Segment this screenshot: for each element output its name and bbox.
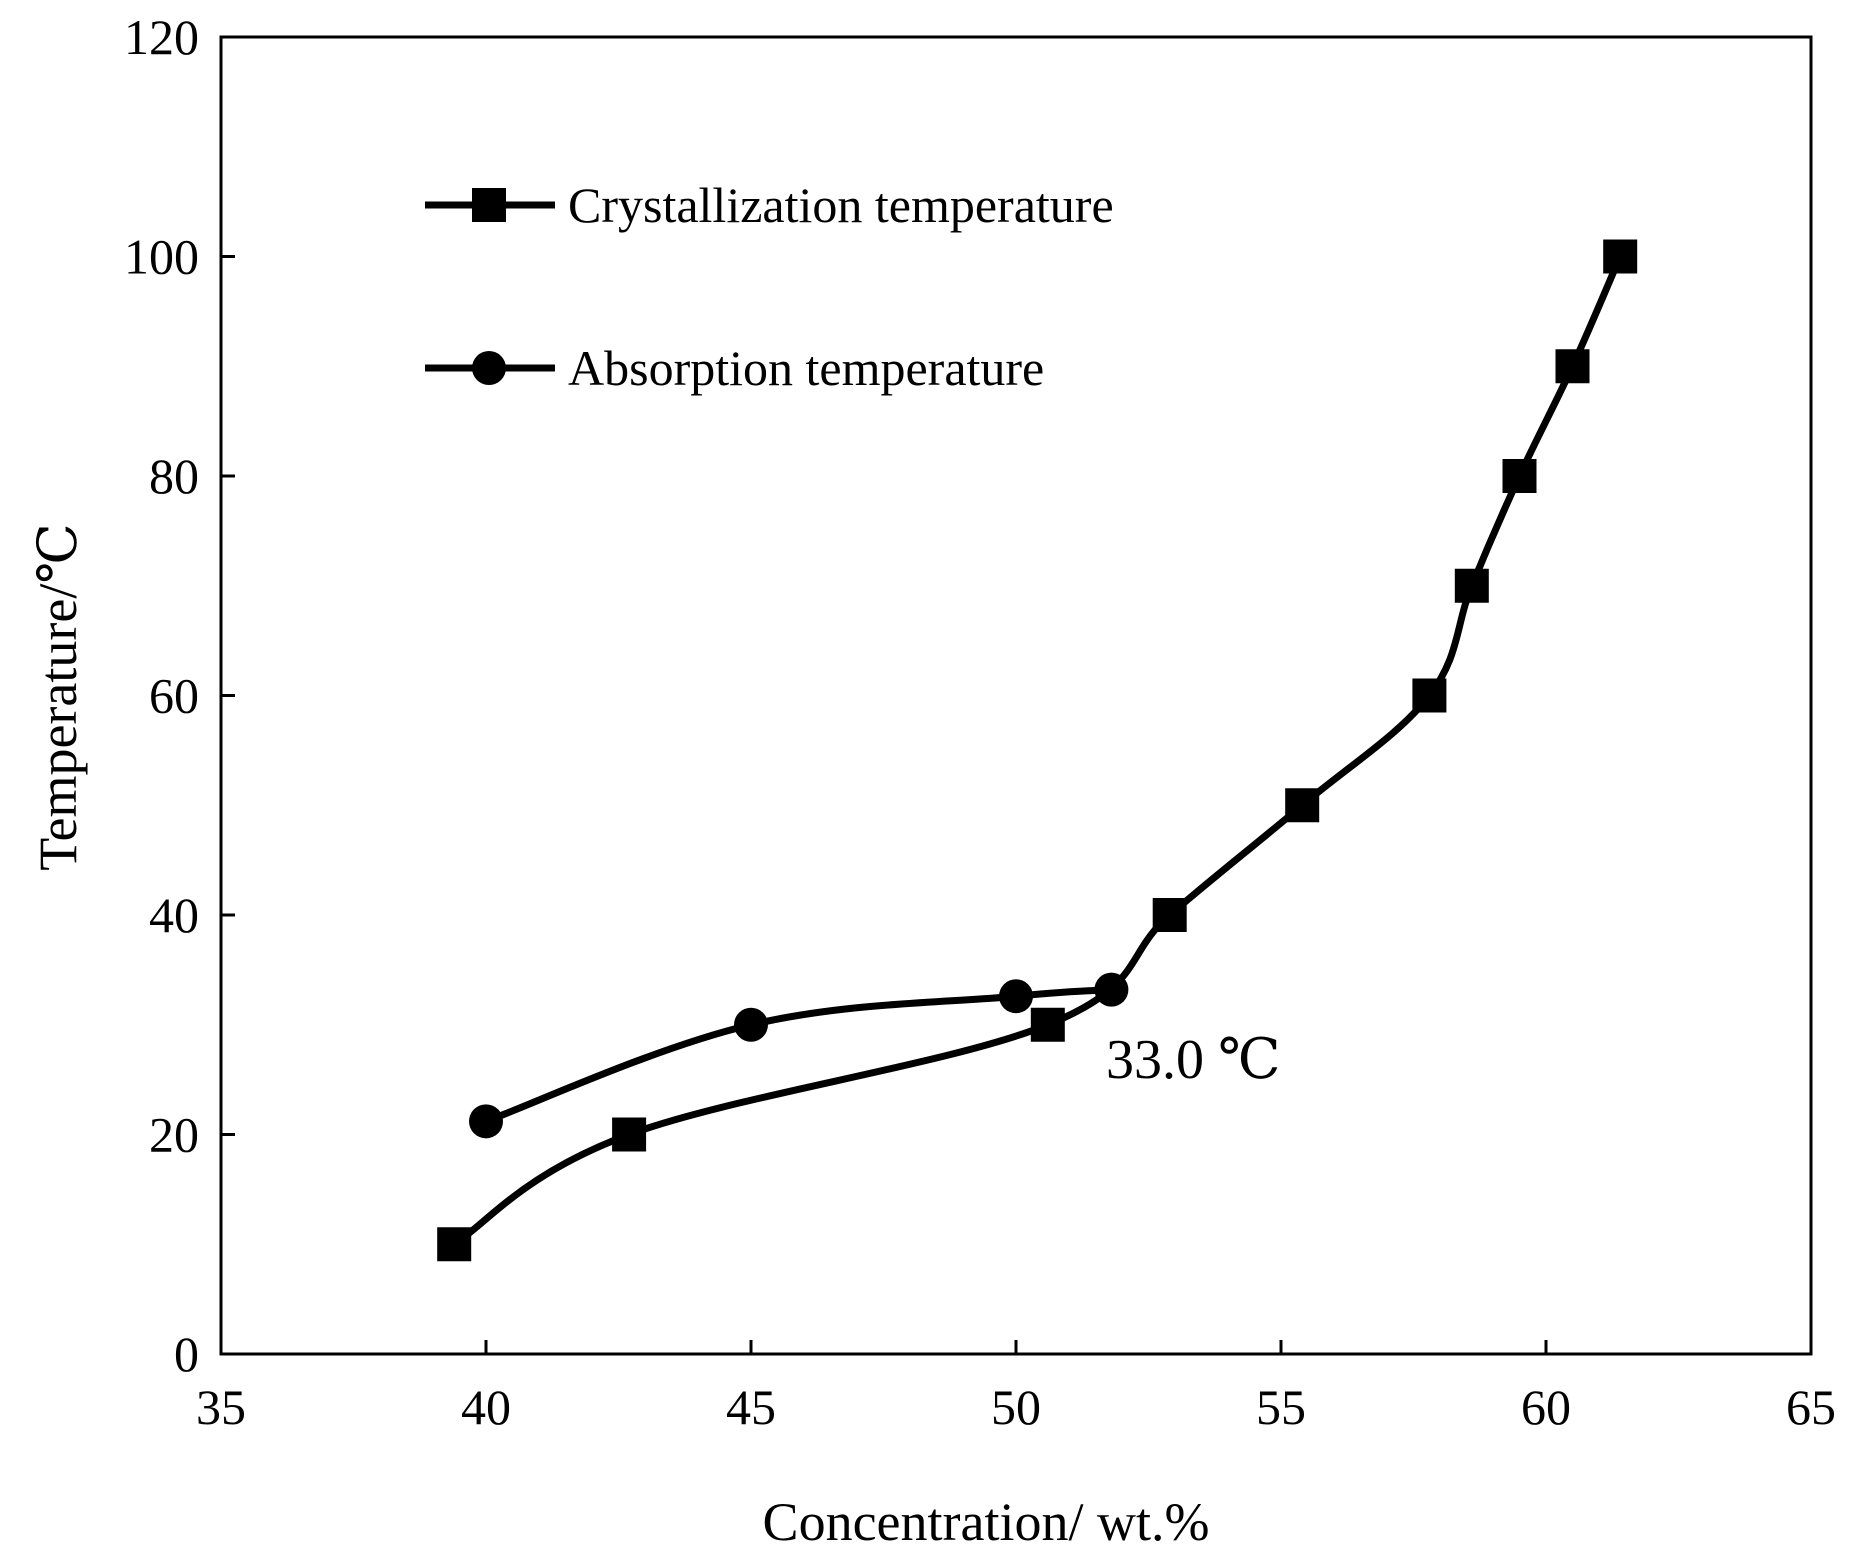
data-point-crystallization: [1555, 349, 1590, 384]
x-tick-label: 65: [1786, 1379, 1836, 1435]
data-point-absorption: [999, 979, 1033, 1014]
x-axis-ticks: 35 40 45 50 55 60 65: [196, 1340, 1836, 1435]
data-point-crystallization: [1502, 459, 1537, 493]
series-layer: [437, 239, 1638, 1262]
legend-label-crystallization: Crystallization temperature: [568, 177, 1114, 233]
y-tick-label: 0: [174, 1326, 199, 1382]
annotation-absorption-crystallization-intersection: 33.0 ℃: [1106, 1029, 1281, 1091]
data-point-absorption: [469, 1104, 503, 1139]
x-tick-label: 45: [726, 1379, 776, 1435]
data-point-absorption: [1094, 972, 1129, 1007]
y-tick-label: 100: [124, 229, 199, 285]
legend: Crystallization temperature Absorption t…: [425, 177, 1114, 396]
x-tick-label: 40: [461, 1379, 511, 1435]
legend-marker-square: [472, 188, 506, 222]
x-axis-title: Concentration/ wt.%: [763, 1492, 1210, 1552]
data-point-absorption: [734, 1007, 768, 1042]
x-tick-label: 55: [1256, 1379, 1306, 1435]
legend-label-absorption: Absorption temperature: [568, 340, 1044, 396]
data-point-crystallization: [1285, 788, 1320, 823]
data-point-crystallization: [437, 1227, 472, 1262]
y-axis-ticks: 0 20 40 60 80 100 120: [124, 9, 235, 1382]
data-point-crystallization: [1030, 1007, 1065, 1042]
series-line-crystallization: [450, 253, 1624, 1248]
data-point-crystallization: [1603, 239, 1638, 274]
series-line-absorption: [482, 986, 1115, 1125]
x-tick-label: 35: [196, 1379, 246, 1435]
x-tick-label: 60: [1521, 1379, 1571, 1435]
y-tick-label: 120: [124, 9, 199, 65]
y-tick-label: 80: [149, 448, 199, 504]
y-tick-label: 40: [149, 887, 199, 943]
data-point-crystallization: [1454, 568, 1489, 603]
plot-area: [219, 35, 1813, 1356]
y-tick-label: 20: [149, 1107, 199, 1163]
y-axis-title: Temperature/℃: [28, 523, 88, 870]
data-point-crystallization: [1152, 898, 1187, 932]
data-point-crystallization: [1412, 678, 1447, 713]
x-tick-label: 50: [991, 1379, 1041, 1435]
data-point-crystallization: [612, 1117, 647, 1152]
y-tick-label: 60: [149, 668, 199, 724]
legend-marker-circle: [472, 351, 506, 385]
